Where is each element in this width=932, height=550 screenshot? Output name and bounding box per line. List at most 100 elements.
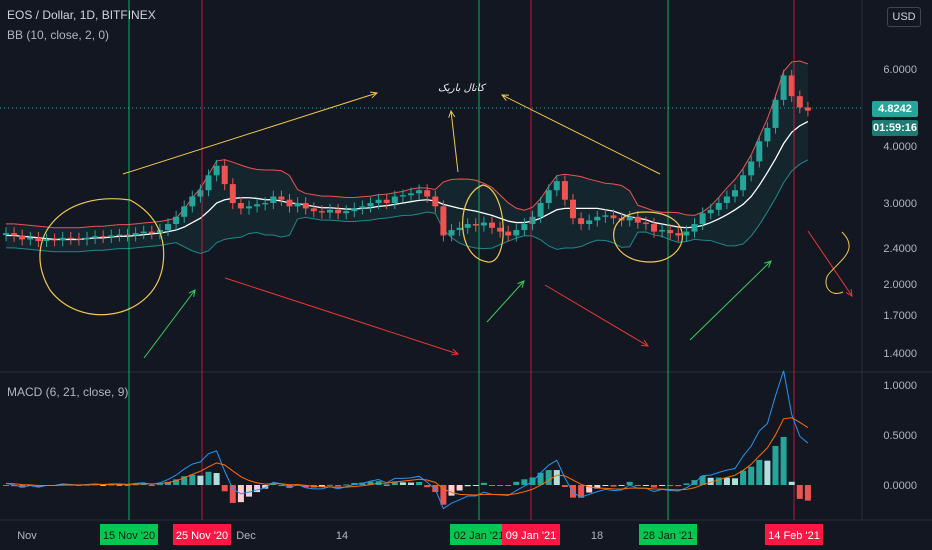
trend-arrow-down (501, 94, 661, 175)
macd-histogram-bar (327, 484, 333, 486)
macd-histogram-bar (189, 474, 196, 485)
event-date-label: 25 Nov '20 (176, 530, 228, 542)
bb-indicator-legend[interactable]: BB (10, close, 2, 0) (7, 28, 110, 42)
macd-histogram-bar (521, 479, 528, 485)
macd-histogram-bar (634, 485, 641, 486)
candle-body (756, 141, 763, 162)
candle-body (27, 237, 34, 240)
bullish-arrow (689, 260, 772, 341)
candle-body (148, 231, 155, 234)
candle-body (11, 233, 18, 236)
macd-histogram-bar (699, 475, 706, 485)
macd-histogram-bar (399, 482, 406, 485)
candle-body (489, 222, 495, 228)
bearish-arrow (544, 284, 649, 347)
candle-body (464, 224, 471, 228)
candle-body (173, 216, 180, 225)
bullish-arrow-head (188, 289, 196, 297)
macd-histogram-bar (270, 483, 277, 485)
macd-histogram-bar (440, 485, 447, 505)
candle-body (205, 175, 212, 191)
candle-body (197, 190, 204, 197)
candle-body (748, 161, 755, 176)
macd-histogram-bar (772, 445, 779, 485)
symbol-title: EOS / Dollar, 1D, BITFINEX (7, 8, 156, 22)
candle-body (302, 203, 309, 209)
macd-histogram-bar (505, 485, 512, 486)
macd-signal-line (5, 417, 809, 496)
candle-body (610, 215, 617, 219)
candle-body (699, 213, 706, 225)
macd-histogram-bar (748, 466, 755, 485)
macd-histogram-bar (732, 478, 738, 485)
macd-histogram-bar (302, 485, 309, 488)
macd-histogram-bar (602, 485, 609, 487)
event-date-badge (450, 524, 508, 545)
candle-body (335, 209, 342, 214)
macd-histogram-bar (140, 484, 147, 486)
macd-histogram-bar (796, 485, 803, 499)
candle-body (375, 199, 382, 203)
candle-body (594, 216, 601, 221)
macd-histogram-bar (108, 484, 115, 486)
macd-histogram-bar (335, 485, 342, 487)
candle-body (715, 203, 722, 210)
macd-histogram-bar (804, 485, 811, 501)
macd-histogram-bar (553, 470, 560, 485)
macd-histogram-bar (723, 477, 730, 485)
consolidation-ellipse (39, 198, 165, 316)
candle-body (408, 193, 414, 196)
macd-histogram-bar (424, 485, 431, 488)
bb-lower-line (6, 159, 809, 254)
trend-arrow-down-head (500, 94, 510, 101)
macd-histogram-bar (3, 485, 9, 486)
candle-body (626, 216, 633, 221)
macd-histogram-bar (497, 485, 504, 486)
candle-body (67, 237, 74, 239)
candle-body (391, 196, 398, 203)
macd-histogram-bar (683, 483, 690, 485)
candle-body (740, 175, 747, 191)
price-axis-tick: 4.0000 (883, 141, 917, 153)
macd-histogram-bar (213, 473, 220, 485)
candle-body (732, 190, 738, 197)
macd-histogram-bar (367, 481, 374, 485)
bb-basis-line (6, 120, 809, 241)
candle-body (278, 196, 285, 200)
macd-histogram-bar (667, 485, 674, 487)
price-axis-tick: 1.7000 (883, 310, 917, 322)
macd-axis-tick: 0.0000 (883, 480, 917, 492)
candle-body (456, 227, 463, 231)
candle-body (424, 190, 431, 197)
candle-body (383, 199, 390, 203)
macd-histogram-bar (318, 485, 325, 487)
candle-body (75, 238, 82, 240)
macd-histogram-bar (278, 485, 285, 486)
event-date-badge (765, 524, 823, 545)
price-axis-tick: 6.0000 (883, 64, 917, 76)
candle-body (181, 206, 188, 217)
price-axis-tick: 2.4000 (883, 243, 917, 255)
bearish-arrow (807, 230, 853, 297)
candle-body (140, 231, 147, 234)
bb-fill (6, 60, 808, 254)
candle-body (804, 107, 811, 111)
candle-body (723, 196, 730, 203)
time-axis-tick: Nov (17, 530, 37, 542)
candle-body (294, 203, 301, 207)
macd-indicator-legend[interactable]: MACD (6, 21, close, 9) (7, 385, 129, 399)
macd-histogram-bar (173, 479, 180, 485)
candle-body (545, 190, 552, 203)
macd-histogram-bar (116, 484, 123, 486)
candle-body (780, 75, 787, 100)
candle-body (651, 224, 657, 232)
candle-body (634, 216, 641, 223)
candle-body (513, 230, 520, 236)
currency-button[interactable]: USD (887, 7, 921, 27)
candle-body (51, 239, 58, 241)
macd-histogram-bar (254, 485, 261, 493)
bearish-arrow-head (845, 289, 853, 297)
candle-body (3, 233, 9, 236)
